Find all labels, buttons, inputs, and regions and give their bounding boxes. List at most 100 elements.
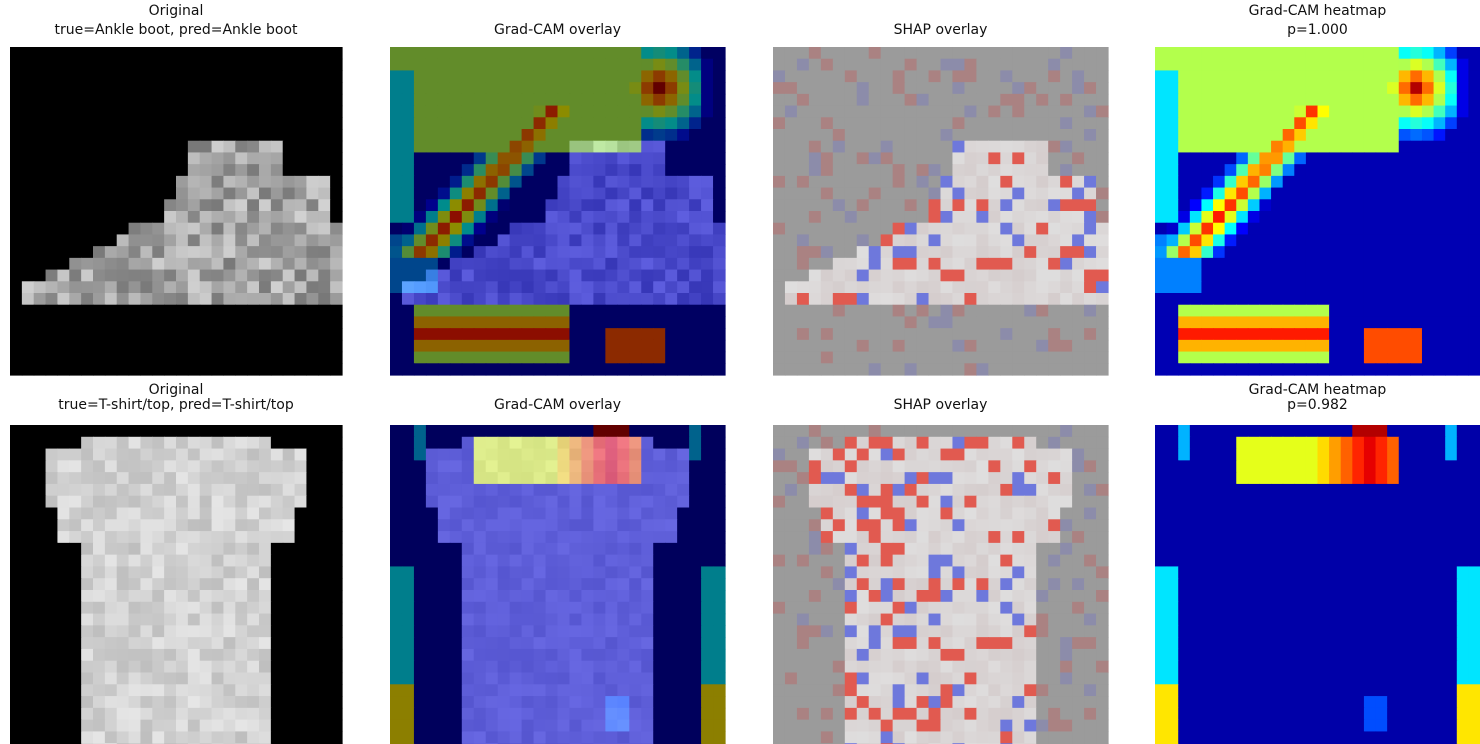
pixel [713, 281, 726, 293]
pixel [498, 566, 511, 578]
pixel [1294, 223, 1306, 235]
pixel [976, 106, 989, 118]
pixel [510, 472, 523, 484]
pixel [271, 637, 283, 649]
pixel [271, 94, 283, 106]
pixel [665, 531, 678, 543]
pixel [988, 449, 1001, 461]
pixel [1190, 199, 1202, 211]
pixel [558, 106, 571, 118]
pixel [1248, 211, 1260, 223]
pixel [665, 316, 678, 328]
pixel [223, 164, 235, 176]
pixel [964, 188, 977, 200]
pixel [964, 152, 977, 164]
pixel [22, 720, 34, 732]
pixel [893, 211, 906, 223]
pixel [821, 363, 834, 375]
pixel [1155, 129, 1167, 141]
pixel [1352, 270, 1364, 282]
pixel [1012, 70, 1025, 82]
pixel [81, 270, 93, 282]
pixel [546, 234, 559, 246]
pixel [259, 731, 271, 743]
pixel [821, 352, 834, 364]
pixel [486, 578, 499, 590]
pixel [1399, 328, 1411, 340]
pixel [306, 363, 318, 375]
pixel [34, 352, 46, 364]
pixel [941, 188, 954, 200]
pixel [1341, 117, 1353, 129]
pixel [1306, 293, 1318, 305]
pixel [1399, 82, 1411, 94]
pixel [1167, 141, 1179, 153]
pixel [1236, 246, 1248, 258]
pixel [200, 70, 212, 82]
pixel [247, 661, 259, 673]
pixel [486, 684, 499, 696]
pixel [677, 649, 690, 661]
pixel [1306, 281, 1318, 293]
pixel [629, 484, 642, 496]
pixel [893, 176, 906, 188]
pixel [1012, 519, 1025, 531]
pixel [81, 82, 93, 94]
pixel [569, 82, 582, 94]
pixel [546, 281, 559, 293]
pixel [976, 199, 989, 211]
pixel [1306, 152, 1318, 164]
pixel [247, 437, 259, 449]
pixel [546, 270, 559, 282]
pixel [1084, 352, 1097, 364]
pixel [1060, 141, 1073, 153]
pixel [893, 508, 906, 520]
pixel [200, 649, 212, 661]
pixel [1271, 363, 1283, 375]
pixel [1060, 106, 1073, 118]
pixel [1341, 129, 1353, 141]
pixel [271, 708, 283, 720]
pixel [581, 82, 594, 94]
pixel [1024, 449, 1037, 461]
pixel [881, 340, 894, 352]
pixel [318, 625, 330, 637]
pixel [641, 484, 654, 496]
pixel [845, 293, 858, 305]
pixel [546, 496, 559, 508]
pixel [952, 293, 965, 305]
pixel [105, 246, 117, 258]
pixel [1084, 94, 1097, 106]
pixel [140, 340, 152, 352]
pixel [330, 661, 342, 673]
pixel [701, 141, 714, 153]
pixel [1178, 47, 1190, 59]
pixel [330, 176, 342, 188]
pixel [1178, 199, 1190, 211]
pixel [833, 293, 846, 305]
pixel [1352, 188, 1364, 200]
pixel [140, 720, 152, 732]
pixel [546, 566, 559, 578]
pixel [129, 328, 141, 340]
pixel [689, 199, 702, 211]
pixel [1364, 293, 1376, 305]
pixel [713, 106, 726, 118]
pixel [1376, 246, 1388, 258]
pixel [223, 696, 235, 708]
pixel [1294, 199, 1306, 211]
pixel [93, 106, 105, 118]
pixel [833, 437, 846, 449]
pixel [701, 661, 714, 673]
pixel [1167, 281, 1179, 293]
pixel [22, 176, 34, 188]
pixel [785, 484, 798, 496]
pixel [522, 637, 535, 649]
pixel [176, 484, 188, 496]
pixel [22, 117, 34, 129]
pixel [1422, 164, 1434, 176]
pixel [81, 316, 93, 328]
pixel [1376, 316, 1388, 328]
pixel [785, 270, 798, 282]
pixel [247, 731, 259, 743]
